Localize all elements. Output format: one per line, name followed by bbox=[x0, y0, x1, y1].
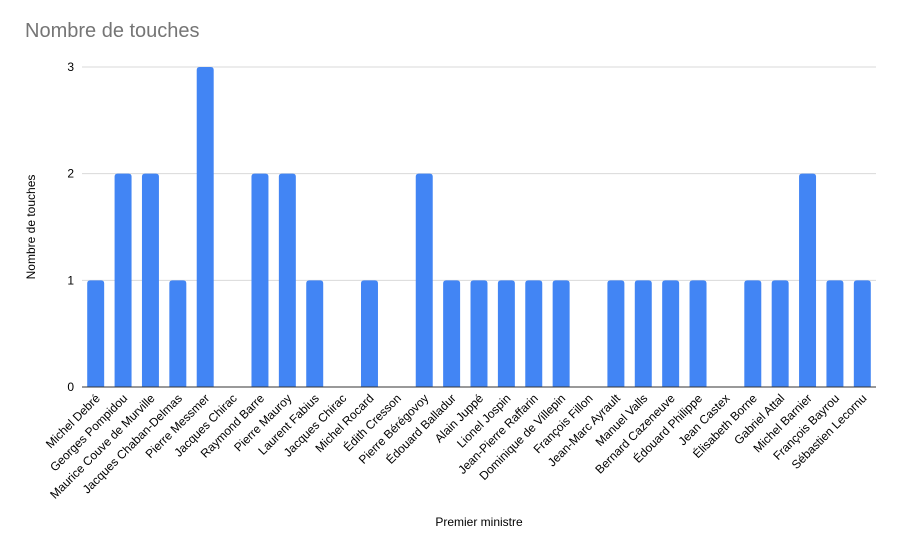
bar bbox=[470, 280, 488, 387]
bar bbox=[634, 280, 652, 387]
bar bbox=[87, 280, 105, 387]
bar bbox=[169, 280, 187, 387]
bar bbox=[607, 280, 625, 387]
bar bbox=[799, 173, 817, 387]
bar bbox=[415, 173, 433, 387]
bars bbox=[87, 67, 871, 387]
bar bbox=[141, 173, 159, 387]
bar bbox=[443, 280, 461, 387]
bar bbox=[552, 280, 570, 387]
bar bbox=[853, 280, 871, 387]
x-axis-title: Premier ministre bbox=[435, 515, 523, 529]
bar bbox=[525, 280, 543, 387]
y-tick-label: 1 bbox=[67, 273, 74, 287]
bar bbox=[251, 173, 269, 387]
y-axis-title: Nombre de touches bbox=[24, 175, 38, 280]
y-axis-tick-labels: 0 1 2 3 bbox=[67, 60, 74, 394]
y-tick-label: 2 bbox=[67, 167, 74, 181]
bar bbox=[360, 280, 378, 387]
bar bbox=[826, 280, 844, 387]
bar bbox=[114, 173, 132, 387]
bar bbox=[744, 280, 762, 387]
bar bbox=[278, 173, 296, 387]
y-tick-label: 3 bbox=[67, 60, 74, 74]
bar bbox=[306, 280, 324, 387]
bar bbox=[689, 280, 707, 387]
bar bbox=[771, 280, 789, 387]
y-tick-label: 0 bbox=[67, 380, 74, 394]
bar bbox=[662, 280, 680, 387]
bar bbox=[497, 280, 515, 387]
chart-title: Nombre de touches bbox=[25, 20, 200, 42]
bar bbox=[196, 67, 214, 387]
x-tick-label: Maurice Couve de Murville bbox=[47, 391, 158, 502]
